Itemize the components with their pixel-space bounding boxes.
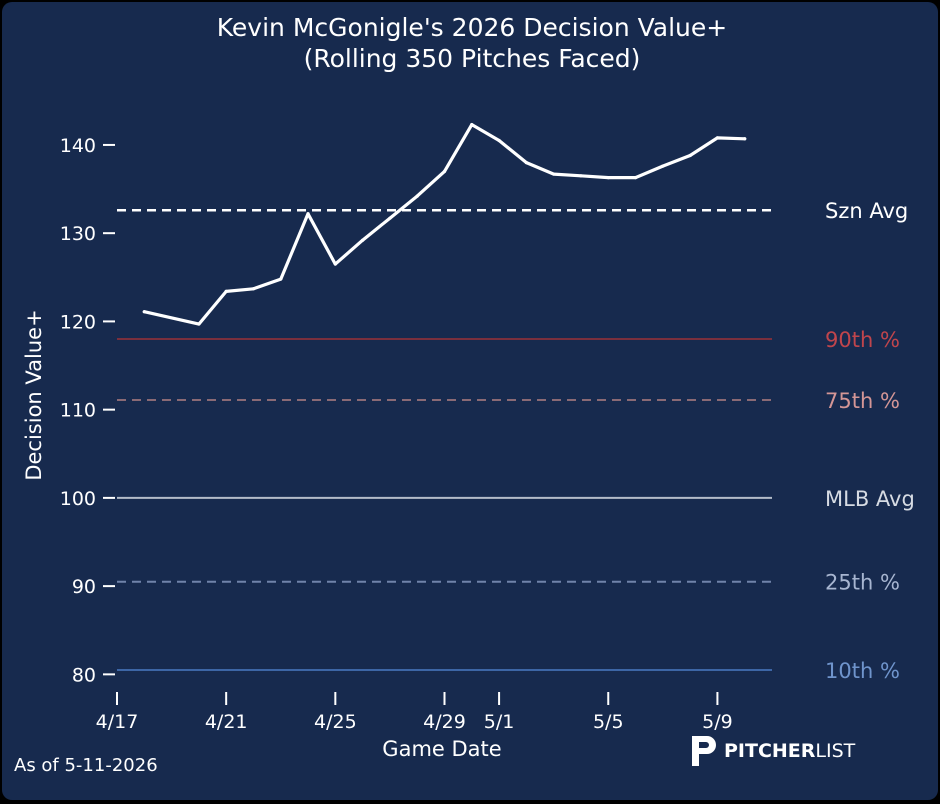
data-point xyxy=(497,138,501,143)
data-point xyxy=(197,322,201,326)
chart-subtitle: (Rolling 350 Pitches Faced) xyxy=(304,44,641,73)
ref-label-25th: 25th % xyxy=(825,571,900,595)
brand-name-bold: PITCHER xyxy=(724,740,816,762)
y-axis-label: Decision Value+ xyxy=(22,309,46,480)
data-point xyxy=(579,174,583,178)
data-point xyxy=(715,136,720,140)
x-tick-label: 4/17 xyxy=(96,711,139,733)
chart-title: Kevin McGonigle's 2026 Decision Value+ xyxy=(217,13,727,42)
ref-label-90th: 90th % xyxy=(825,328,900,352)
data-point xyxy=(524,160,528,165)
x-axis: 4/17 4/21 4/25 4/29 5/1 5/5 5/9 xyxy=(96,692,733,733)
data-point xyxy=(442,169,447,174)
x-axis-label: Game Date xyxy=(382,737,501,761)
data-point xyxy=(633,175,638,180)
data-point xyxy=(306,212,310,216)
data-point xyxy=(251,287,256,291)
data-point xyxy=(333,262,337,266)
ref-label-mlb-avg: MLB Avg xyxy=(825,487,915,511)
x-tick-label: 4/29 xyxy=(423,711,466,733)
ref-label-75th: 75th % xyxy=(825,389,900,413)
data-point xyxy=(688,153,692,158)
y-tick-label: 80 xyxy=(72,664,96,686)
ref-label-10th: 10th % xyxy=(825,659,900,683)
brand-name: PITCHERLIST xyxy=(724,740,856,762)
data-point xyxy=(361,238,365,242)
x-tick-label: 5/9 xyxy=(702,711,733,733)
data-point xyxy=(142,310,146,314)
y-tick-label: 130 xyxy=(60,223,96,245)
x-tick-label: 5/1 xyxy=(484,711,515,733)
x-tick-label: 5/5 xyxy=(593,711,624,733)
y-tick-label: 90 xyxy=(72,576,96,598)
ref-label-szn-avg: Szn Avg xyxy=(825,199,908,223)
data-point xyxy=(743,137,747,141)
x-tick-label: 4/21 xyxy=(205,711,248,733)
y-tick-label: 110 xyxy=(60,400,96,422)
y-tick-label: 100 xyxy=(60,488,96,510)
data-point xyxy=(415,194,419,198)
data-point xyxy=(552,172,556,176)
data-point xyxy=(279,277,283,281)
data-point xyxy=(470,123,474,127)
brand-name-light: LIST xyxy=(815,740,855,762)
data-point xyxy=(606,175,610,180)
y-tick-label: 140 xyxy=(60,135,96,157)
y-tick-label: 120 xyxy=(60,311,96,333)
x-tick-label: 4/25 xyxy=(314,711,357,733)
data-point xyxy=(224,289,228,294)
reference-lines: Szn Avg 90th % 75th % MLB Avg 25th % 10th % xyxy=(117,199,915,683)
series-group xyxy=(142,123,747,326)
series-line xyxy=(142,123,747,326)
data-point xyxy=(661,164,665,168)
as-of-date: As of 5-11-2026 xyxy=(14,755,158,776)
pitcherlist-p-logo-icon xyxy=(692,736,716,766)
y-axis: 80 90 100 110 120 130 140 xyxy=(60,135,115,686)
data-point xyxy=(388,216,392,220)
